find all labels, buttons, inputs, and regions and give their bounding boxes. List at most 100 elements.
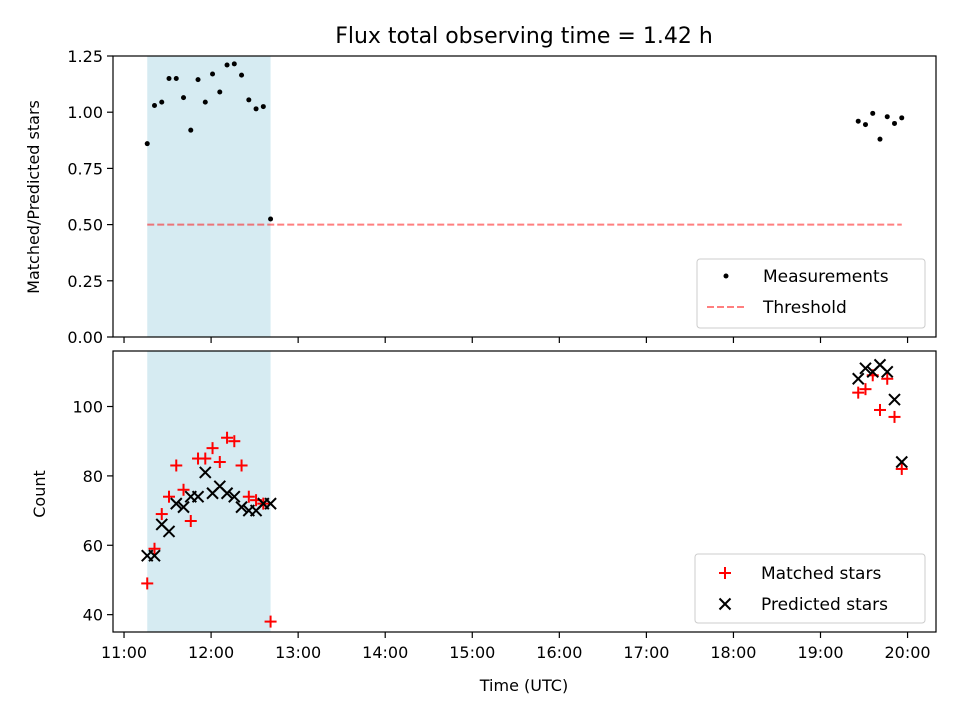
y-tick-label: 0.50 bbox=[67, 216, 103, 235]
measurement-point bbox=[231, 61, 237, 67]
measurement-point bbox=[884, 114, 890, 120]
bottom-x-ticks: 11:00 12:00 13:00 14:00 15:00 16:00 17:00 18:00… bbox=[101, 632, 931, 662]
matched-star-point bbox=[148, 542, 161, 555]
measurement-point bbox=[188, 127, 194, 133]
measurement-point bbox=[892, 120, 898, 126]
bottom-panel: 40 60 80 100 11:00 12:00 13:00 14:00 15:00 16:00… bbox=[30, 350, 937, 695]
x-tick-label: 20:00 bbox=[885, 643, 931, 662]
legend-threshold-label: Threshold bbox=[762, 298, 847, 318]
top-panel: 0.00 0.25 0.50 0.75 1.00 1.25 Matched/Predict… bbox=[24, 47, 937, 347]
matched-star-point bbox=[184, 514, 197, 527]
predicted-star-point bbox=[199, 466, 212, 479]
legend-matched-marker bbox=[719, 567, 731, 579]
measurement-point bbox=[899, 115, 905, 121]
matched-star-point bbox=[859, 383, 872, 396]
x-tick-label: 15:00 bbox=[449, 643, 495, 662]
chart-title: Flux total observing time = 1.42 h bbox=[335, 24, 713, 49]
predicted-star-point bbox=[881, 365, 894, 379]
legend-predicted-label: Predicted stars bbox=[761, 595, 888, 615]
matched-stars-series bbox=[141, 369, 908, 628]
x-tick-label: 14:00 bbox=[362, 643, 408, 662]
top-plot-frame bbox=[112, 55, 937, 338]
x-tick-label: 19:00 bbox=[797, 643, 843, 662]
measurement-point bbox=[181, 95, 187, 101]
measurement-point bbox=[195, 77, 201, 83]
y-tick-label: 0.75 bbox=[67, 159, 103, 178]
y-tick-label: 1.00 bbox=[67, 103, 103, 122]
x-tick-label: 12:00 bbox=[188, 643, 234, 662]
matched-star-point bbox=[895, 462, 908, 475]
y-tick-label: 0.00 bbox=[67, 328, 103, 347]
bottom-y-ticks: 40 60 80 100 bbox=[72, 398, 113, 625]
measurement-point bbox=[239, 72, 245, 78]
matched-star-point bbox=[881, 372, 894, 385]
matched-star-point bbox=[199, 452, 212, 465]
bottom-y-axis-label: Count bbox=[30, 470, 49, 518]
matched-star-point bbox=[888, 410, 901, 423]
x-tick-label: 17:00 bbox=[623, 643, 669, 662]
measurement-point bbox=[144, 141, 150, 147]
predicted-star-point bbox=[852, 372, 865, 385]
predicted-star-point bbox=[148, 549, 161, 562]
matched-star-point bbox=[235, 459, 248, 472]
measurement-point bbox=[246, 97, 252, 103]
legend-matched-label: Matched stars bbox=[761, 564, 881, 584]
matched-star-point bbox=[155, 508, 168, 521]
y-tick-label: 60 bbox=[83, 536, 103, 555]
matched-star-point bbox=[873, 403, 886, 416]
measurement-point bbox=[862, 122, 868, 128]
measurement-point bbox=[268, 216, 274, 222]
predicted-star-point bbox=[235, 500, 248, 514]
legend-measurements-marker bbox=[723, 273, 729, 279]
top-shaded-span bbox=[147, 56, 271, 337]
top-legend: Measurements Threshold bbox=[696, 258, 926, 329]
predicted-star-point bbox=[888, 393, 901, 406]
predicted-star-point bbox=[191, 490, 205, 503]
measurements-series bbox=[144, 61, 905, 222]
legend-measurements-label: Measurements bbox=[763, 267, 889, 287]
y-tick-label: 0.25 bbox=[67, 272, 103, 291]
measurement-point bbox=[217, 89, 223, 95]
bottom-shaded-span bbox=[147, 351, 271, 632]
measurement-point bbox=[202, 99, 208, 105]
x-tick-label: 13:00 bbox=[275, 643, 321, 662]
matched-star-point bbox=[170, 459, 183, 472]
predicted-star-point bbox=[895, 455, 908, 469]
y-tick-label: 40 bbox=[83, 606, 103, 625]
matched-star-point bbox=[213, 456, 226, 469]
y-tick-label: 1.25 bbox=[67, 47, 103, 66]
measurement-point bbox=[210, 71, 216, 77]
predicted-star-point bbox=[170, 497, 183, 510]
matched-star-point bbox=[228, 435, 241, 448]
predicted-star-point bbox=[220, 487, 234, 500]
predicted-star-point bbox=[177, 500, 190, 514]
x-axis-label: Time (UTC) bbox=[479, 676, 568, 695]
matched-star-point bbox=[177, 483, 190, 496]
measurement-point bbox=[159, 99, 165, 105]
bottom-legend-box bbox=[694, 553, 926, 624]
measurement-point bbox=[260, 104, 266, 110]
top-y-axis-label: Matched/Predicted stars bbox=[24, 100, 43, 294]
y-tick-label: 100 bbox=[72, 398, 103, 417]
predicted-star-point bbox=[228, 490, 241, 503]
measurement-point bbox=[173, 75, 179, 81]
matched-star-point bbox=[242, 490, 255, 503]
x-tick-label: 18:00 bbox=[710, 643, 756, 662]
predicted-star-point bbox=[264, 497, 277, 510]
measurement-point bbox=[166, 75, 172, 81]
y-tick-label: 80 bbox=[83, 467, 103, 486]
legend-predicted-marker bbox=[718, 597, 732, 611]
predicted-star-point bbox=[859, 362, 872, 375]
top-legend-box bbox=[696, 258, 926, 329]
matched-star-point bbox=[221, 431, 234, 444]
measurement-point bbox=[151, 102, 157, 108]
top-x-ticks bbox=[123, 337, 909, 343]
measurement-point bbox=[870, 110, 876, 116]
bottom-plot-frame bbox=[112, 350, 937, 633]
matched-star-point bbox=[264, 615, 277, 628]
predicted-star-point bbox=[162, 525, 176, 538]
matched-star-point bbox=[852, 386, 865, 399]
x-tick-label: 16:00 bbox=[536, 643, 582, 662]
matched-star-point bbox=[163, 490, 176, 503]
